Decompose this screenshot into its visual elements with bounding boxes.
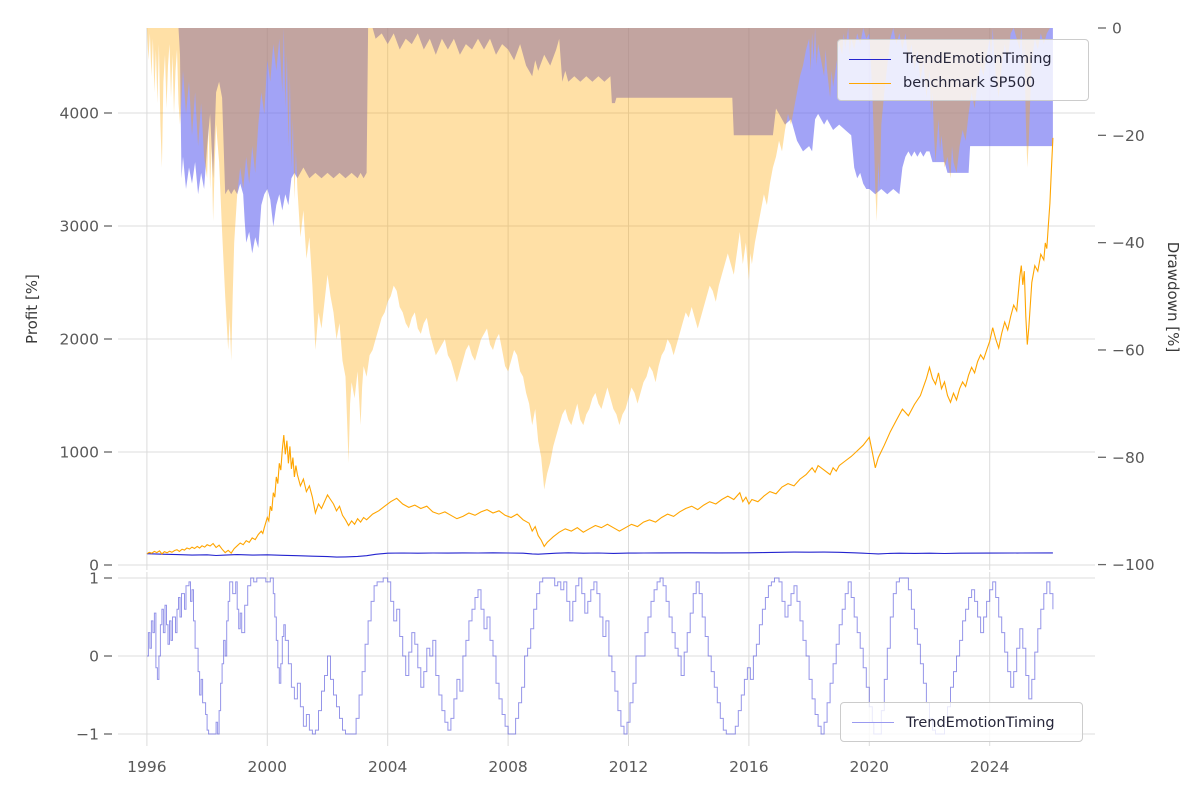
year-tick-label: 2024 bbox=[970, 758, 1009, 776]
legend-label-signal: TrendEmotionTiming bbox=[906, 714, 1055, 731]
profit-tick-label: 0 bbox=[89, 557, 99, 575]
year-tick-label: 2004 bbox=[368, 758, 407, 776]
year-tick-label: 2012 bbox=[609, 758, 648, 776]
benchmark-drawdown-area bbox=[146, 28, 1053, 490]
drawdown-tick-label: −60 bbox=[1112, 341, 1145, 359]
year-tick-label: 2008 bbox=[488, 758, 527, 776]
legend-label-strategy: TrendEmotionTiming bbox=[903, 51, 1052, 67]
profit-tick-label: 1000 bbox=[60, 444, 99, 462]
signal-tick-label: −1 bbox=[76, 726, 99, 744]
signal-step-line bbox=[146, 577, 1054, 735]
legend-line-benchmark-icon bbox=[849, 82, 891, 84]
profit-tick-label: 3000 bbox=[60, 218, 99, 236]
drawdown-tick-label: 0 bbox=[1112, 20, 1122, 38]
benchmark-profit-line bbox=[146, 137, 1054, 555]
strategy-profit-line bbox=[146, 551, 1053, 558]
profit-tick-label: 4000 bbox=[60, 105, 99, 123]
drawdown-tick-label: −20 bbox=[1112, 127, 1145, 145]
legend-label-benchmark: benchmark SP500 bbox=[903, 75, 1036, 91]
profit-tick-label: 2000 bbox=[60, 331, 99, 349]
legend-item-signal: TrendEmotionTiming bbox=[852, 710, 1072, 735]
year-tick-label: 2000 bbox=[248, 758, 287, 776]
legend-signal: TrendEmotionTiming bbox=[840, 702, 1083, 742]
signal-tick-label: 0 bbox=[89, 648, 99, 666]
drawdown-tick-label: −40 bbox=[1112, 234, 1145, 252]
legend-main: TrendEmotionTiming benchmark SP500 bbox=[837, 39, 1089, 101]
drawdown-axis-label: Drawdown [%] bbox=[1164, 241, 1182, 353]
legend-item-strategy: TrendEmotionTiming bbox=[849, 47, 1078, 71]
year-tick-label: 1996 bbox=[127, 758, 166, 776]
year-tick-label: 2016 bbox=[729, 758, 768, 776]
signal-tick-label: 1 bbox=[89, 570, 99, 588]
legend-line-strategy-icon bbox=[849, 58, 891, 60]
drawdown-tick-label: −80 bbox=[1112, 449, 1145, 467]
year-tick-label: 2020 bbox=[850, 758, 889, 776]
legend-line-signal-icon bbox=[852, 722, 894, 723]
legend-item-benchmark: benchmark SP500 bbox=[849, 71, 1078, 95]
drawdown-tick-label: −100 bbox=[1112, 556, 1155, 574]
strategy-drawdown-area bbox=[146, 28, 1053, 254]
profit-axis-label: Profit [%] bbox=[23, 274, 41, 344]
